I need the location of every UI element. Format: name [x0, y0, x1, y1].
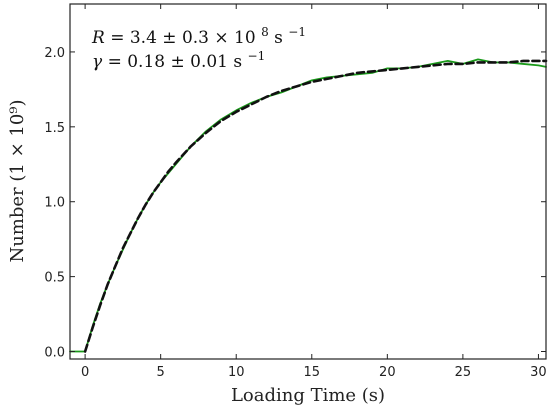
x-tick-label: 0: [81, 365, 89, 380]
y-tick-label: 0.5: [44, 271, 65, 286]
x-axis-ticks: 0 5 10 15 20 25 30: [81, 4, 547, 380]
x-tick-label: 15: [304, 365, 321, 380]
x-tick-label: 30: [530, 365, 547, 380]
annotation-rate-exponent: 8: [261, 25, 269, 39]
series-layer: [69, 58, 548, 353]
y-axis-label: Number (1 × 10⁹): [7, 99, 28, 262]
x-tick-label: 10: [228, 365, 245, 380]
y-tick-label: 2.0: [44, 46, 65, 61]
annotation-rate: R = 3.4 ± 0.3 × 10 8 s −1: [91, 21, 306, 48]
x-tick-label: 20: [379, 365, 396, 380]
annotation-gamma-value: = 0.18 ± 0.01 s: [108, 52, 243, 72]
annotation-gamma-unit-exponent: −1: [248, 49, 266, 63]
annotation-gamma-symbol: γ: [92, 52, 103, 72]
x-tick-label: 25: [455, 365, 472, 380]
y-axis-ticks: 0.0 0.5 1.0 1.5 2.0: [44, 46, 546, 361]
plot-frame: [69, 3, 547, 360]
annotation-gamma: γ = 0.18 ± 0.01 s −1: [92, 49, 265, 72]
y-tick-label: 0.0: [44, 346, 65, 361]
x-axis-label: Loading Time (s): [231, 385, 385, 406]
annotation-rate-unit-exponent: −1: [288, 25, 306, 39]
x-tick-label: 5: [157, 365, 165, 380]
annotation-rate-symbol: R: [91, 28, 105, 48]
y-tick-label: 1.0: [44, 196, 65, 211]
annotation-rate-value: = 3.4 ± 0.3 × 10: [110, 28, 255, 48]
fit-curve-dashed-line: [83, 59, 548, 353]
annotation-rate-unit: s: [274, 28, 283, 48]
y-tick-label: 1.5: [44, 121, 65, 136]
